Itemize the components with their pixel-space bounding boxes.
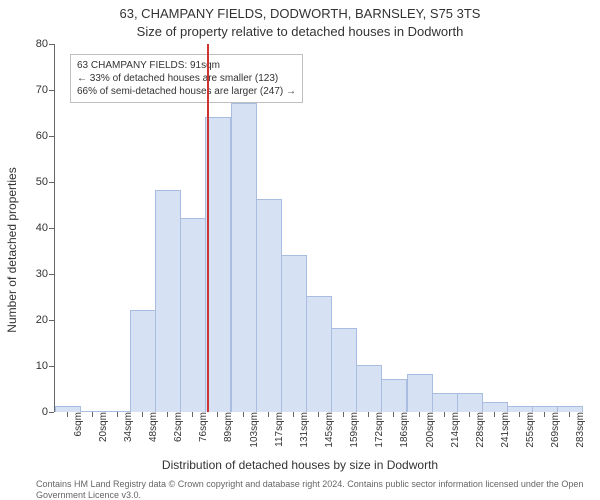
x-tick-label: 131sqm [293, 412, 310, 448]
x-axis-label: Distribution of detached houses by size … [0, 458, 600, 472]
x-tick-label: 200sqm [419, 412, 436, 448]
x-tick-label: 269sqm [544, 412, 561, 448]
x-tick-label: 159sqm [343, 412, 360, 448]
x-tick-label: 117sqm [268, 412, 285, 447]
x-tick-label: 6sqm [67, 412, 84, 436]
x-tick-label: 103sqm [243, 412, 260, 448]
y-tick-mark [49, 320, 54, 321]
title-line-2: Size of property relative to detached ho… [0, 24, 600, 39]
copyright-text: Contains HM Land Registry data © Crown c… [36, 479, 594, 500]
marker-line [207, 44, 209, 412]
histogram-plot: 63 CHAMPANY FIELDS: 91sqm ← 33% of detac… [54, 44, 582, 412]
histogram-bar [130, 310, 156, 412]
histogram-bar [155, 190, 181, 412]
y-tick-mark [49, 136, 54, 137]
y-tick-mark [49, 412, 54, 413]
histogram-bar [407, 374, 433, 412]
x-tick-label: 186sqm [393, 412, 410, 448]
annotation-line-3: 66% of semi-detached houses are larger (… [77, 85, 296, 98]
histogram-bar [205, 117, 231, 412]
annotation-box: 63 CHAMPANY FIELDS: 91sqm ← 33% of detac… [70, 54, 303, 103]
histogram-bar [381, 379, 407, 412]
y-tick-mark [49, 182, 54, 183]
y-tick-mark [49, 228, 54, 229]
title-line-1: 63, CHAMPANY FIELDS, DODWORTH, BARNSLEY,… [0, 6, 600, 21]
histogram-bar [281, 255, 307, 412]
x-tick-label: 241sqm [494, 412, 511, 448]
y-tick-mark [49, 44, 54, 45]
x-tick-label: 214sqm [444, 412, 461, 448]
histogram-bar [180, 218, 206, 412]
histogram-bar [482, 402, 508, 412]
histogram-bar [457, 393, 483, 412]
x-tick-label: 283sqm [569, 412, 586, 448]
x-tick-label: 34sqm [117, 412, 134, 442]
histogram-bar [331, 328, 357, 412]
x-tick-label: 20sqm [92, 412, 109, 442]
y-axis-label: Number of detached properties [5, 167, 19, 332]
y-axis-line [54, 44, 55, 412]
annotation-line-2: ← 33% of detached houses are smaller (12… [77, 72, 296, 85]
x-tick-label: 172sqm [368, 412, 385, 448]
x-tick-label: 62sqm [167, 412, 184, 442]
x-tick-label: 76sqm [192, 412, 209, 442]
x-tick-label: 89sqm [217, 412, 234, 442]
y-tick-mark [49, 274, 54, 275]
histogram-bar [356, 365, 382, 412]
histogram-bar [306, 296, 332, 412]
x-tick-label: 255sqm [519, 412, 536, 448]
histogram-bar [256, 199, 282, 412]
x-tick-label: 48sqm [142, 412, 159, 442]
y-tick-mark [49, 366, 54, 367]
histogram-bar [432, 393, 458, 412]
annotation-line-1: 63 CHAMPANY FIELDS: 91sqm [77, 59, 296, 72]
x-tick-label: 228sqm [469, 412, 486, 448]
x-tick-label: 145sqm [318, 412, 335, 448]
y-tick-mark [49, 90, 54, 91]
histogram-bar [231, 103, 257, 412]
